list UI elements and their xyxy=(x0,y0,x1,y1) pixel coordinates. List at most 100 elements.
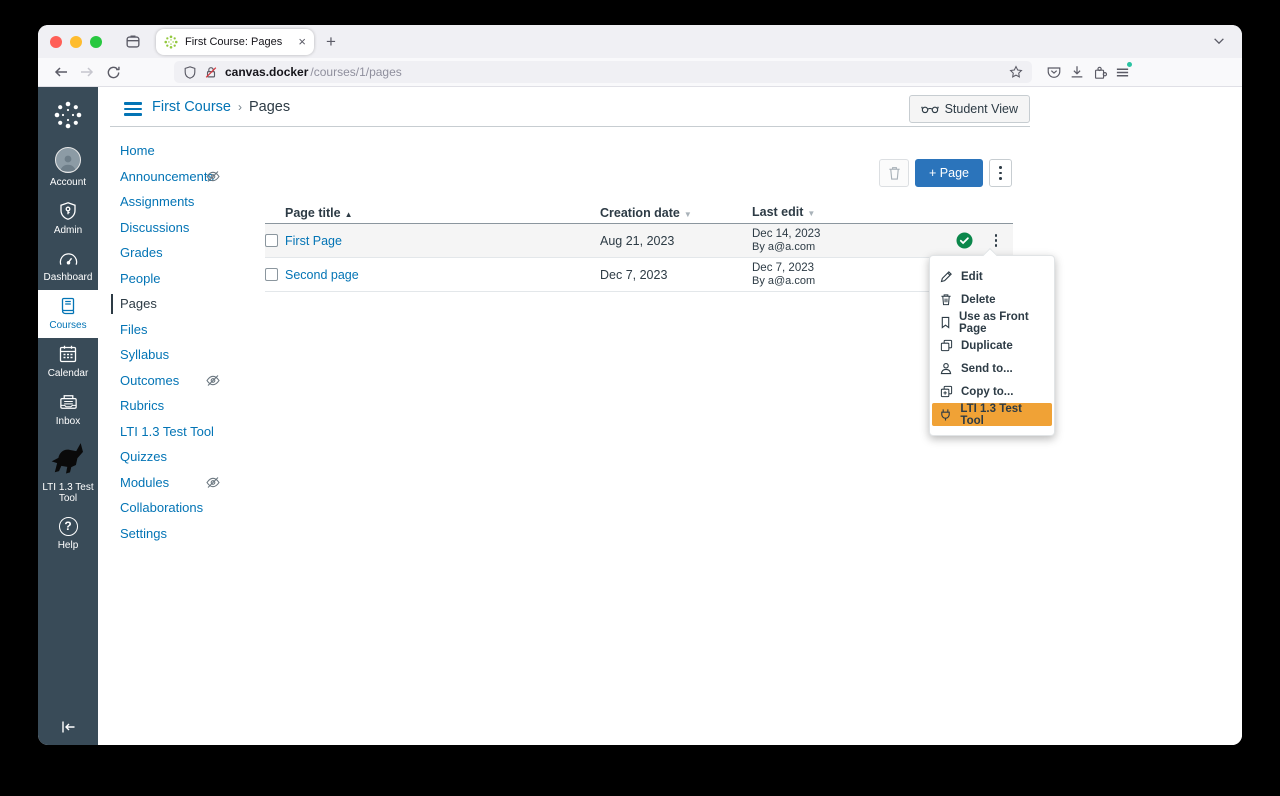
header-divider xyxy=(110,126,1030,127)
help-icon: ? xyxy=(58,517,78,536)
sidebar-item-admin[interactable]: Admin xyxy=(38,195,98,243)
forward-icon[interactable] xyxy=(74,64,100,80)
course-nav-discussions[interactable]: Discussions xyxy=(120,219,190,235)
tab-list-chevron-icon[interactable] xyxy=(1212,35,1226,47)
course-nav-announcements[interactable]: Announcements xyxy=(118,164,298,190)
sidebar-item-lti-tool[interactable]: LTI 1.3 Test Tool xyxy=(38,434,98,511)
firefox-view-icon[interactable] xyxy=(124,33,142,51)
course-nav: Home Announcements Assignments Discussio… xyxy=(111,138,298,546)
app-menu-hamburger-icon[interactable] xyxy=(1115,61,1132,80)
page-context-menu: Edit Delete Use as Front Page Duplicate … xyxy=(929,247,1055,436)
add-page-button[interactable]: + Page xyxy=(915,159,983,187)
hidden-eye-icon xyxy=(206,476,220,489)
course-nav-pages[interactable]: Pages xyxy=(111,291,298,317)
menu-item-delete[interactable]: Delete xyxy=(930,288,1054,311)
course-nav-quizzes[interactable]: Quizzes xyxy=(120,449,167,465)
course-nav-syllabus[interactable]: Syllabus xyxy=(120,347,170,363)
canvas-logo-icon[interactable] xyxy=(52,99,84,131)
browser-tab[interactable]: First Course: Pages × xyxy=(156,28,314,55)
course-nav-assignments[interactable]: Assignments xyxy=(120,194,195,210)
column-header-last-edit[interactable]: Last edit ▼ xyxy=(752,204,816,219)
menu-item-copy-to[interactable]: Copy to... xyxy=(930,380,1054,403)
course-nav-settings[interactable]: Settings xyxy=(120,525,167,541)
tab-close-icon[interactable]: × xyxy=(298,34,306,49)
trash-icon xyxy=(939,293,953,306)
sidebar-item-label: Inbox xyxy=(55,416,81,427)
sidebar-item-label: Admin xyxy=(53,225,83,236)
url-bar[interactable]: canvas.docker/courses/1/pages xyxy=(174,61,1032,83)
table-row-first-page: First Page Aug 21, 2023 Dec 14, 2023 By … xyxy=(265,224,1013,258)
course-nav-people[interactable]: People xyxy=(120,270,161,286)
sidebar-item-dashboard[interactable]: Dashboard xyxy=(38,243,98,290)
browser-window: First Course: Pages × + canvas.docker/co… xyxy=(38,25,1242,745)
sidebar-item-label: Courses xyxy=(49,320,87,331)
maximize-window-button[interactable] xyxy=(90,35,102,48)
sidebar-item-calendar[interactable]: Calendar xyxy=(38,338,98,386)
inbox-icon xyxy=(58,392,79,412)
collapse-sidebar-icon[interactable] xyxy=(38,717,98,737)
url-host: canvas.docker xyxy=(225,65,309,79)
column-header-creation-date[interactable]: Creation date ▼ xyxy=(600,205,692,220)
row-checkbox[interactable] xyxy=(265,234,278,247)
tracking-shield-icon[interactable] xyxy=(183,65,197,80)
course-nav-collaborations[interactable]: Collaborations xyxy=(120,500,204,516)
extensions-puzzle-icon[interactable] xyxy=(1092,64,1108,80)
student-view-label: Student View xyxy=(944,102,1018,116)
course-nav-toggle-hamburger-icon[interactable] xyxy=(124,102,142,116)
menu-item-edit[interactable]: Edit xyxy=(930,265,1054,288)
browser-titlebar: First Course: Pages × + xyxy=(38,25,1242,58)
delete-pages-button[interactable] xyxy=(879,159,910,187)
row-checkbox[interactable] xyxy=(265,268,278,281)
sidebar-item-inbox[interactable]: Inbox xyxy=(38,386,98,434)
new-tab-button[interactable]: + xyxy=(326,31,336,51)
table-row-second-page: Second page Dec 7, 2023 Dec 7, 2023 By a… xyxy=(265,258,1013,292)
menu-item-use-as-front-page[interactable]: Use as Front Page xyxy=(930,311,1054,335)
pages-toolbar: + Page xyxy=(879,159,1012,187)
sidebar-item-label: Dashboard xyxy=(43,272,93,283)
hidden-eye-icon xyxy=(206,170,220,183)
sidebar-item-courses[interactable]: Courses xyxy=(38,290,98,338)
courses-book-icon xyxy=(58,296,78,316)
toolbar-right-icons xyxy=(1046,61,1132,80)
lti-tool-unicorn-icon xyxy=(49,440,87,478)
insecure-lock-icon[interactable] xyxy=(204,65,218,80)
more-options-kebab-button[interactable] xyxy=(989,159,1012,187)
breadcrumb-course-link[interactable]: First Course xyxy=(152,99,231,115)
course-nav-files[interactable]: Files xyxy=(120,321,148,337)
pocket-icon[interactable] xyxy=(1046,64,1062,80)
course-nav-modules[interactable]: Modules xyxy=(118,470,298,496)
course-nav-outcomes[interactable]: Outcomes xyxy=(118,368,298,394)
menu-item-send-to[interactable]: Send to... xyxy=(930,357,1054,380)
column-header-page-title[interactable]: Page title ▲ xyxy=(285,205,353,220)
sidebar-item-help[interactable]: ? Help xyxy=(38,511,98,558)
student-view-button[interactable]: Student View xyxy=(908,95,1030,123)
reload-icon[interactable] xyxy=(100,65,126,80)
creation-date: Aug 21, 2023 xyxy=(600,233,675,248)
main-content: First Course › Pages Student View Home A… xyxy=(98,87,1242,745)
course-nav-home[interactable]: Home xyxy=(120,143,155,159)
window-controls xyxy=(50,35,102,48)
plug-icon xyxy=(939,408,952,421)
bookmark-star-icon[interactable] xyxy=(1009,65,1023,79)
download-icon[interactable] xyxy=(1069,64,1085,80)
minimize-window-button[interactable] xyxy=(70,35,82,48)
row-kebab-menu-button[interactable] xyxy=(979,233,1013,248)
admin-shield-icon xyxy=(58,201,78,221)
glasses-icon xyxy=(920,103,939,115)
course-nav-lti-test-tool[interactable]: LTI 1.3 Test Tool xyxy=(120,423,214,439)
course-nav-rubrics[interactable]: Rubrics xyxy=(120,398,165,414)
menu-item-duplicate[interactable]: Duplicate xyxy=(930,334,1054,357)
back-icon[interactable] xyxy=(48,64,74,80)
breadcrumb-current-page: Pages xyxy=(248,99,291,115)
sort-ascending-icon: ▲ xyxy=(344,209,353,219)
menu-item-lti-test-tool[interactable]: LTI 1.3 Test Tool xyxy=(932,403,1052,427)
published-check-icon[interactable] xyxy=(949,232,979,249)
close-window-button[interactable] xyxy=(50,35,62,48)
course-nav-grades[interactable]: Grades xyxy=(120,245,163,261)
breadcrumb: First Course › Pages xyxy=(152,99,290,115)
sidebar-item-account[interactable]: Account xyxy=(38,141,98,195)
tab-title: First Course: Pages xyxy=(185,35,283,48)
breadcrumb-separator: › xyxy=(237,100,242,114)
page-link[interactable]: First Page xyxy=(285,233,342,248)
page-link[interactable]: Second page xyxy=(285,267,359,282)
